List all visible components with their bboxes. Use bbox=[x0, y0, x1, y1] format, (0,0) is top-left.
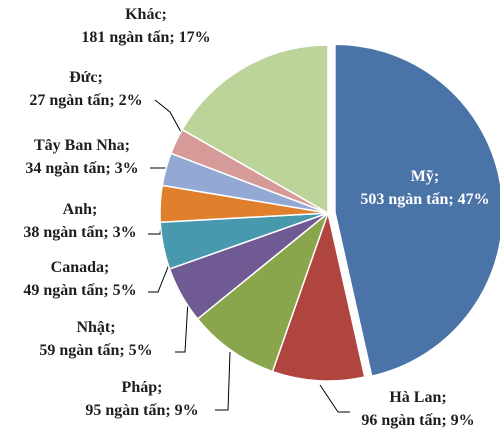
value-label: 96 ngàn tấn; 9% bbox=[361, 412, 475, 429]
category-label: Tây Ban Nha; bbox=[33, 137, 131, 154]
slice-label: Anh; 38 ngàn tấn; 3% bbox=[23, 198, 136, 244]
category-label: Pháp; bbox=[121, 379, 163, 396]
leader-line bbox=[175, 299, 189, 353]
pie-slice bbox=[334, 43, 500, 378]
category-label: Khác; bbox=[125, 6, 167, 23]
leader-line bbox=[154, 99, 182, 133]
value-label: 38 ngàn tấn; 3% bbox=[23, 224, 137, 241]
pie-slice bbox=[271, 210, 366, 382]
value-label: 27 ngàn tấn; 2% bbox=[29, 92, 143, 109]
leader-lines bbox=[148, 99, 350, 413]
category-label: Hà Lan; bbox=[389, 389, 447, 406]
category-label: Mỹ; bbox=[410, 168, 440, 185]
value-label: 49 ngàn tấn; 5% bbox=[23, 282, 137, 299]
slice-label: Pháp; 95 ngàn tấn; 9% bbox=[85, 376, 198, 422]
slice-label: Hà Lan; 96 ngàn tấn; 9% bbox=[361, 386, 474, 432]
slice-label: Đức; 27 ngàn tấn; 2% bbox=[29, 66, 142, 112]
pie-slice bbox=[181, 44, 329, 215]
slice-label: Canada; 49 ngàn tấn; 5% bbox=[23, 256, 136, 302]
slice-label: Mỹ; 503 ngàn tấn; 47% bbox=[360, 165, 490, 211]
slice-label: Tây Ban Nha; 34 ngàn tấn; 3% bbox=[25, 134, 138, 180]
category-label: Nhật; bbox=[76, 319, 116, 336]
pie-slice bbox=[196, 210, 330, 373]
category-label: Anh; bbox=[62, 201, 98, 218]
value-label: 59 ngàn tấn; 5% bbox=[39, 342, 153, 359]
slice-label: Nhật; 59 ngàn tấn; 5% bbox=[39, 316, 152, 362]
leader-line bbox=[215, 351, 231, 411]
slice-label: Khác; 181 ngàn tấn; 17% bbox=[81, 3, 210, 49]
value-label: 181 ngàn tấn; 17% bbox=[81, 29, 211, 46]
leader-line bbox=[319, 384, 350, 413]
value-label: 34 ngàn tấn; 3% bbox=[25, 160, 139, 177]
value-label: 503 ngàn tấn; 47% bbox=[360, 191, 490, 208]
value-label: 95 ngàn tấn; 9% bbox=[85, 402, 199, 419]
leader-line bbox=[148, 261, 171, 293]
category-label: Canada; bbox=[50, 259, 110, 276]
category-label: Đức; bbox=[69, 69, 103, 86]
